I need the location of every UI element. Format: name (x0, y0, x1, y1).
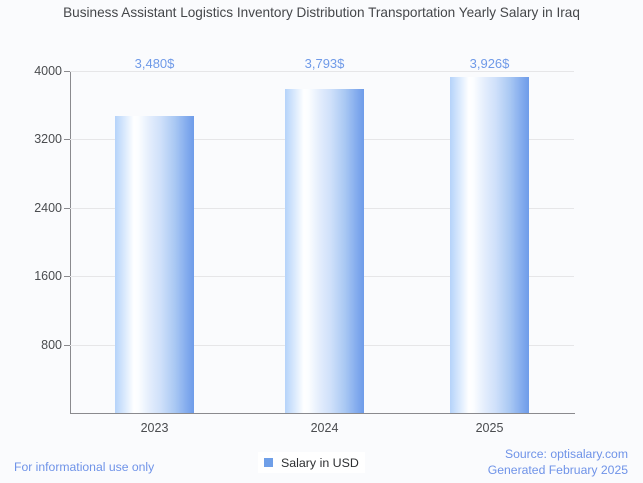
y-tick-mark-3200 (64, 139, 70, 141)
bar-2025[interactable] (450, 77, 529, 413)
y-tick-label-2400: 2400 (34, 200, 62, 215)
y-axis-tick-labels: 4000 3200 2400 1600 800 (0, 0, 62, 483)
source-text: Source: optisalary.com (504, 447, 628, 461)
y-tick-mark-800 (64, 344, 70, 346)
y-tick-mark-2400 (64, 207, 70, 209)
y-tick-label-4000: 4000 (34, 64, 62, 78)
y-tick-mark-1600 (64, 276, 70, 278)
legend-item-label-salary-in-usd: Salary in USD (281, 455, 359, 470)
x-tick-label-2024: 2024 (310, 421, 339, 435)
y-tick-mark-4000 (64, 71, 70, 72)
square-swatch-icon (264, 458, 273, 467)
y-axis-line (70, 71, 71, 414)
x-tick-label-2025: 2025 (475, 421, 504, 435)
bar-value-label-2024: 3,793$ (304, 56, 345, 71)
bar-2023[interactable] (115, 115, 194, 413)
y-tick-label-3200: 3200 (34, 132, 62, 147)
source-block: Source: optisalary.com Generated Februar… (488, 446, 628, 478)
y-tick-label-800: 800 (41, 337, 62, 352)
generated-text: Generated February 2025 (487, 463, 628, 477)
disclaimer-text: For informational use only (14, 460, 155, 474)
y-tick-label-1600: 1600 (34, 269, 62, 284)
x-axis-line (70, 413, 575, 414)
bar-value-label-2023: 3,480$ (134, 56, 175, 71)
chart-title: Business Assistant Logistics Inventory D… (63, 5, 580, 20)
x-tick-label-2023: 2023 (140, 421, 169, 435)
bar-value-label-2025: 3,926$ (469, 56, 510, 71)
bar-2024[interactable] (285, 88, 364, 413)
plot-area (70, 71, 574, 413)
chart-legend[interactable]: Salary in USD (258, 452, 365, 473)
gridline-4000 (70, 71, 574, 72)
